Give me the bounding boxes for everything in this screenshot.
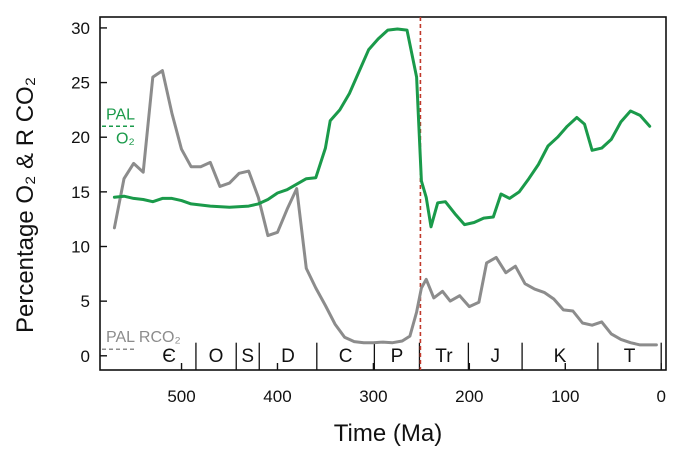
annotations: PAL O₂ PAL RCO₂ xyxy=(102,106,181,350)
period-label: T xyxy=(624,346,636,367)
y-axis-title: Percentage O₂ & R CO₂ xyxy=(12,77,39,333)
x-tick-label: 300 xyxy=(359,387,387,406)
y-tick-label: 30 xyxy=(71,19,90,38)
period-label: C xyxy=(339,346,353,367)
y-tick-label: 15 xyxy=(71,183,90,202)
x-tick-label: 100 xyxy=(551,387,579,406)
data-series xyxy=(112,17,658,370)
period-label: Tr xyxy=(435,346,453,367)
x-axis-title: Time (Ma) xyxy=(334,420,442,447)
axes: 0 5 10 15 20 25 30 500 400 300 200 100 0 xyxy=(71,19,666,406)
x-tick-label: 500 xyxy=(167,387,195,406)
period-label: K xyxy=(554,346,567,367)
series-line-o2 xyxy=(112,27,652,229)
y-tick-label: 10 xyxy=(71,238,90,257)
pal-o2-label: PAL xyxy=(106,106,135,123)
x-tick-label: 200 xyxy=(455,387,483,406)
period-label: P xyxy=(391,346,404,367)
pal-rco2-label: PAL RCO₂ xyxy=(106,329,181,346)
period-label: Є xyxy=(162,346,176,367)
period-label: O xyxy=(209,346,224,367)
period-label: J xyxy=(490,346,500,367)
period-label: S xyxy=(241,346,254,367)
pal-o2-sublabel: O₂ xyxy=(116,130,135,147)
period-labels: Є O S D C P Tr J K T xyxy=(162,342,662,370)
period-label: D xyxy=(281,346,295,367)
y-tick-label: 5 xyxy=(81,292,90,311)
x-tick-label: 400 xyxy=(263,387,291,406)
y-tick-label: 25 xyxy=(71,74,90,93)
plot-frame xyxy=(99,16,667,371)
series-line-rco2 xyxy=(112,69,658,347)
y-tick-label: 20 xyxy=(71,128,90,147)
x-tick-label: 0 xyxy=(656,387,665,406)
y-tick-label: 0 xyxy=(81,347,90,366)
